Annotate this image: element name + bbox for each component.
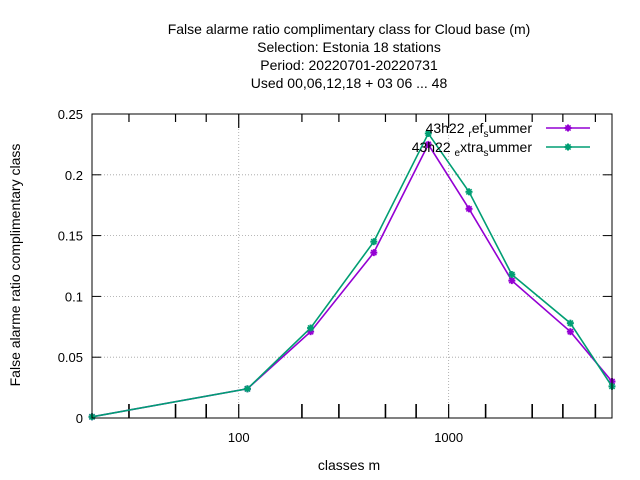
data-point	[465, 205, 473, 213]
marker-d2	[307, 324, 314, 332]
data-point	[243, 385, 251, 393]
data-point	[307, 324, 315, 332]
legend-label-part: 43h22	[426, 120, 469, 136]
y-axis-label: False alarme ratio complimentary class	[7, 144, 23, 387]
data-point	[566, 319, 574, 327]
data-point	[424, 140, 432, 148]
x-axis-label: classes m	[318, 457, 380, 473]
legend-label-part: ummer	[488, 139, 532, 155]
series-1	[88, 140, 616, 421]
data-point	[370, 249, 378, 257]
data-point	[370, 238, 378, 246]
marker-d2	[465, 188, 473, 195]
legend-label-part: s	[483, 129, 488, 140]
chart-title: False alarme ratio complimentary class f…	[168, 21, 531, 91]
plot-series	[88, 129, 616, 421]
marker-d2	[244, 385, 251, 392]
legend-label-part: ef	[472, 120, 484, 136]
marker-d2	[564, 143, 572, 151]
data-point	[566, 328, 574, 336]
marker-d2	[370, 238, 377, 245]
title-line-4: Used 00,06,12,18 + 03 06 ... 48	[251, 75, 448, 91]
data-point	[424, 129, 432, 137]
x-tick-label: 100	[228, 430, 250, 445]
legend-label-1: 43h22 refsummer	[426, 120, 533, 140]
legend-label-part: 43h22	[412, 139, 455, 155]
title-line-1: False alarme ratio complimentary class f…	[168, 21, 531, 37]
marker-d2	[465, 205, 473, 213]
legend-label-part: r	[468, 129, 472, 140]
legend-label-part: s	[483, 148, 488, 159]
marker-d2	[425, 141, 432, 148]
marker-d2	[425, 130, 432, 137]
y-tick-label: 0.15	[58, 229, 83, 244]
legend-label-part: ummer	[488, 120, 532, 136]
y-tick-label: 0.05	[58, 350, 83, 365]
series-2	[88, 129, 616, 421]
y-tick-label: 0	[76, 411, 83, 426]
marker-d2	[567, 319, 574, 327]
series-line	[91, 142, 613, 418]
marker-d2	[564, 124, 572, 132]
legend-label-2: 43h22 extrasummer	[412, 139, 533, 159]
plot-frame	[91, 113, 613, 419]
legend-label-part: xtra	[460, 139, 484, 155]
legend-label-part: e	[455, 148, 461, 159]
marker-d2	[567, 328, 574, 335]
y-tick-label: 0.2	[65, 168, 83, 183]
legend-swatch-marker	[564, 124, 572, 132]
data-point	[508, 277, 516, 285]
data-point	[508, 271, 516, 279]
y-tick-label: 0.25	[58, 107, 83, 122]
title-line-2: Selection: Estonia 18 stations	[257, 39, 441, 55]
legend-swatch-marker	[564, 143, 572, 151]
y-tick-label: 0.1	[65, 289, 83, 304]
series-line	[91, 131, 613, 418]
grid	[92, 114, 612, 418]
x-tick-label: 1000	[434, 430, 463, 445]
data-point	[465, 188, 473, 196]
axis-ticks: 0 0.05 0.1 0.15 0.2 0.25 100 1000	[58, 107, 612, 445]
marker-d2	[508, 277, 516, 284]
title-line-3: Period: 20220701-20220731	[260, 57, 438, 73]
marker-d2	[370, 249, 377, 256]
marker-d2	[508, 271, 516, 278]
